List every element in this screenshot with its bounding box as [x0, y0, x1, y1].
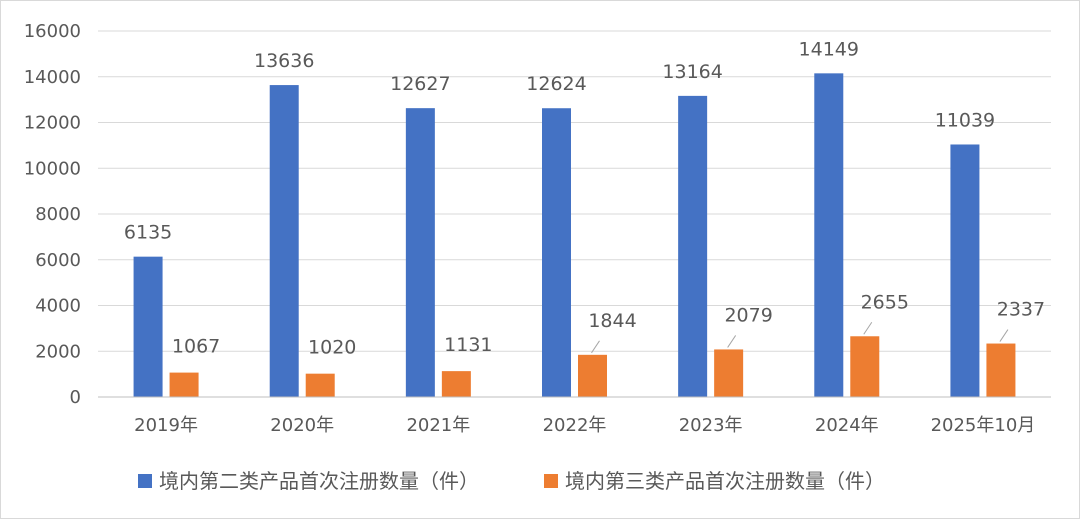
x-axis-categories: 2019年 2020年 2021年 2022年 2023年 2024年 2025年10月	[134, 415, 1035, 436]
data-label-series-1: 1020	[308, 337, 356, 359]
data-label-series-0: 6135	[124, 222, 172, 244]
x-category-label: 2019年	[134, 415, 198, 436]
data-label-series-1: 2655	[861, 291, 909, 313]
y-tick-label: 4000	[35, 296, 81, 317]
bar-series-0	[678, 95, 708, 397]
data-label-series-1: 1131	[444, 334, 492, 356]
bar-series-0	[542, 108, 571, 397]
bar-series-0	[133, 256, 163, 397]
data-label-series-0: 13636	[254, 50, 314, 72]
y-tick-label: 14000	[24, 67, 81, 88]
bar-series-1	[441, 371, 471, 397]
data-label-series-1: 2337	[997, 299, 1045, 321]
data-label-series-1: 1844	[588, 310, 636, 332]
legend-swatch-series-1	[544, 474, 558, 488]
x-category-label: 2024年	[815, 415, 879, 436]
data-label-leader-line	[999, 329, 1009, 342]
data-label-leader-line	[863, 321, 873, 335]
data-label-series-0: 13164	[662, 61, 722, 83]
x-category-label: 2021年	[406, 415, 470, 436]
data-label-series-1: 2079	[724, 304, 772, 326]
legend-label-series-0: 境内第二类产品首次注册数量（件）	[159, 469, 479, 493]
bar-series-1	[578, 354, 607, 397]
x-category-label: 2020年	[270, 415, 334, 436]
y-tick-label: 6000	[35, 250, 81, 271]
bar-series-0	[405, 108, 435, 397]
x-category-label: 2022年	[543, 415, 607, 436]
legend-swatch-series-0	[138, 474, 152, 488]
data-label-series-1: 1067	[172, 336, 220, 358]
data-label-series-0: 11039	[935, 109, 995, 131]
bar-series-0	[950, 144, 980, 397]
data-label-series-0: 12624	[526, 73, 586, 95]
y-tick-label: 8000	[35, 204, 81, 225]
bar-series-1	[305, 373, 335, 397]
data-label-leader-line	[591, 340, 600, 354]
bar-series-0	[814, 73, 844, 398]
bar-series-1	[714, 349, 744, 397]
bars	[133, 73, 1016, 398]
bar-series-0	[269, 85, 299, 397]
y-tick-label: 0	[70, 387, 81, 408]
y-tick-label: 2000	[35, 341, 81, 362]
legend-label-series-1: 境内第三类产品首次注册数量（件）	[565, 469, 885, 493]
x-category-label: 2023年	[679, 415, 743, 436]
data-label-series-0: 12627	[390, 73, 450, 95]
data-labels: 6135 1067 13636 1020 12627 1131 12624 1844 13164…	[124, 38, 1045, 358]
y-tick-label: 12000	[24, 113, 81, 134]
y-axis-ticks: 0 2000 4000 6000 8000 10000 12000 14000 16000	[24, 21, 81, 408]
data-label-leader-line	[727, 335, 737, 348]
bar-series-1	[850, 336, 880, 397]
data-label-series-0: 14149	[799, 38, 859, 60]
legend: 境内第二类产品首次注册数量（件） 境内第三类产品首次注册数量（件）	[138, 469, 885, 493]
gridlines	[98, 30, 1051, 352]
y-tick-label: 16000	[24, 21, 81, 42]
bar-series-1	[169, 372, 199, 397]
x-category-label: 2025年10月	[931, 415, 1036, 436]
bar-series-1	[986, 343, 1016, 397]
y-tick-label: 10000	[24, 158, 81, 179]
